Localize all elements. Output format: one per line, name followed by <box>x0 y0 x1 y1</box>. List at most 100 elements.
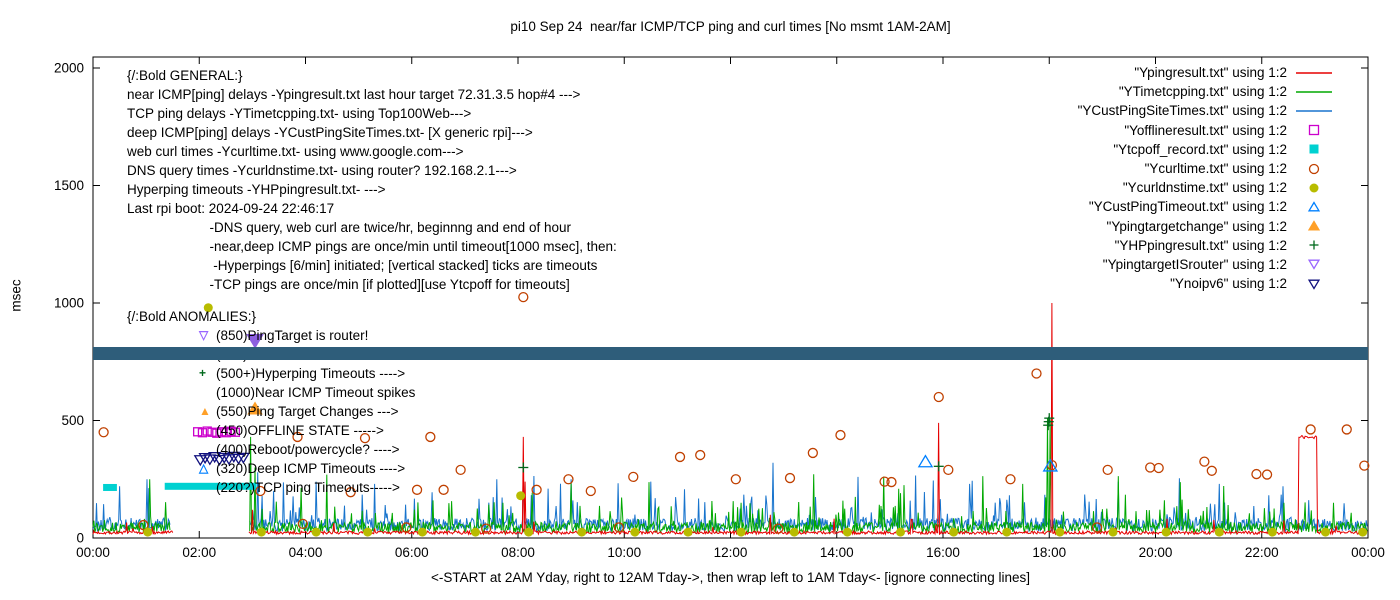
anomaly-marker-glyph: ▽ <box>199 328 209 342</box>
y-tick-label: 0 <box>76 531 84 546</box>
y-axis-label: msec <box>8 279 24 312</box>
legend-marker-line <box>1296 110 1332 112</box>
legend-label: "Ycurldnstime.txt" using 1:2 <box>1122 180 1287 196</box>
anomaly-note-line: (220?)TCP ping Timeouts-----> <box>199 478 415 497</box>
general-note-line: -near,deep ICMP pings are once/min until… <box>127 239 617 254</box>
general-note-line: Last rpi boot: 2024-09-24 22:46:17 <box>127 201 335 216</box>
legend-marker-circle-filled <box>1309 183 1319 193</box>
general-note-line: -TCP pings are once/min [if plotted][use… <box>127 277 570 292</box>
legend-marker-tri-down-open <box>1307 279 1321 290</box>
x-tick-label: 14:00 <box>820 545 854 560</box>
x-tick-label: 12:00 <box>714 545 748 560</box>
scatter-Yofflineresult <box>193 426 241 438</box>
legend-item: "YCustPingSiteTimes.txt" using 1:2 <box>1078 101 1334 120</box>
legend-label: "YTimetcpping.txt" using 1:2 <box>1118 84 1287 100</box>
x-tick-label: 00:00 <box>1351 545 1385 560</box>
anomaly-note-text: (220?)TCP ping Timeouts-----> <box>216 480 400 495</box>
legend-label: "Ypingresult.txt" using 1:2 <box>1134 65 1287 81</box>
x-tick-label: 16:00 <box>926 545 960 560</box>
series-Ytcpoff_record <box>164 482 257 490</box>
legend-label: "Yofflineresult.txt" using 1:2 <box>1124 122 1287 138</box>
anomaly-note-text: (1000)Near ICMP Timeout spikes <box>216 385 416 400</box>
legend-item: "Yofflineresult.txt" using 1:2 <box>1078 121 1334 140</box>
legend-marker-square-filled <box>1309 144 1319 154</box>
legend-marker-circle-open <box>1308 163 1320 174</box>
general-note-line: DNS query times -Ycurldnstime.txt- using… <box>127 163 517 178</box>
series-Ypingresult <box>92 302 1368 536</box>
legend-label: "Ypingtargetchange" using 1:2 <box>1106 218 1287 234</box>
legend: "Ypingresult.txt" using 1:2 "YTimetcpping… <box>1078 63 1334 293</box>
anomaly-note-line: (400)Reboot/powercycle? ----> <box>199 440 415 459</box>
chart-title: pi10 Sep 24 near/far ICMP/TCP ping and c… <box>510 19 951 34</box>
legend-marker-line <box>1296 71 1332 74</box>
series-Ytcpoff_record <box>103 483 117 491</box>
no-ipv6-band <box>93 347 1368 360</box>
general-annotation-block: {/:Bold GENERAL:} near ICMP[ping] delays … <box>127 66 617 294</box>
y-tick-label: 2000 <box>54 61 84 76</box>
legend-item: "Ytcpoff_record.txt" using 1:2 <box>1078 140 1334 159</box>
general-note-line: Hyperping timeouts -YHPpingresult.txt- -… <box>127 182 386 197</box>
legend-label: "Ycurltime.txt" using 1:2 <box>1144 161 1287 177</box>
x-tick-label: 18:00 <box>1032 545 1066 560</box>
general-note-line: deep ICMP[ping] delays -YCustPingSiteTim… <box>127 125 533 140</box>
scatter-Ypingtargetchange <box>247 401 263 415</box>
scatter-YpingtargetISrouter <box>246 333 264 349</box>
anomalies-annotation-block: {/:Bold ANOMALIES:} ▽ (850)PingTarget is r… <box>127 307 415 497</box>
scatter-Ycurldnstime <box>143 303 1368 537</box>
legend-item: "YHPpingresult.txt" using 1:2 <box>1078 236 1334 255</box>
x-tick-label: 08:00 <box>501 545 535 560</box>
x-tick-label: 10:00 <box>607 545 641 560</box>
legend-item: "Ynoipv6" using 1:2 <box>1078 274 1334 293</box>
anomaly-note-text: (500+)Hyperping Timeouts ----> <box>216 366 406 381</box>
legend-item: "YpingtargetISrouter" using 1:2 <box>1078 255 1334 274</box>
anomaly-note-line: ▲ (550)Ping Target Changes ---> <box>199 402 415 421</box>
series-YTimetcpping <box>92 418 1368 535</box>
anomaly-marker-spacer <box>199 478 216 497</box>
anomaly-note-line: (450)OFFLINE STATE -----> <box>199 421 415 440</box>
anomaly-note-line: (1000)Near ICMP Timeout spikes <box>199 383 415 402</box>
x-tick-label: 04:00 <box>289 545 323 560</box>
legend-label: "YHPpingresult.txt" using 1:2 <box>1114 237 1287 253</box>
general-note-line: -DNS query, web curl are twice/hr, begin… <box>127 220 571 235</box>
legend-label: "YCustPingSiteTimes.txt" using 1:2 <box>1077 103 1287 119</box>
legend-marker-plus <box>1309 240 1319 250</box>
anomaly-note-text: {/:Bold ANOMALIES:} <box>127 309 257 324</box>
legend-label: "YpingtargetISrouter" using 1:2 <box>1102 256 1287 272</box>
x-tick-label: 02:00 <box>182 545 216 560</box>
legend-item: "Ycurltime.txt" using 1:2 <box>1078 159 1334 178</box>
anomaly-marker-spacer <box>199 440 216 459</box>
legend-item: "Ypingresult.txt" using 1:2 <box>1078 63 1334 82</box>
anomaly-note-line: ▽ (850)PingTarget is router! <box>199 326 415 345</box>
legend-marker-tri-up-open <box>1307 201 1321 212</box>
scatter-Ynoipv6_reboot_cluster <box>193 451 250 467</box>
general-note-line: near ICMP[ping] delays -Ypingresult.txt … <box>127 87 581 102</box>
anomaly-note-text: (400)Reboot/powercycle? ----> <box>216 442 400 457</box>
scatter-Ycurltime <box>98 291 1370 534</box>
legend-marker-tri-down-open <box>1307 259 1321 271</box>
general-note-line: TCP ping delays -YTimetcpping.txt- using… <box>127 106 472 121</box>
scatter-YHPpingresult <box>518 413 1055 473</box>
legend-label: "YCustPingTimeout.txt" using 1:2 <box>1088 199 1287 215</box>
y-tick-label: 500 <box>61 413 84 428</box>
anomaly-marker-spacer <box>199 383 216 402</box>
x-tick-label: 22:00 <box>1245 545 1279 560</box>
x-tick-label: 00:00 <box>76 545 110 560</box>
x-tick-label: 20:00 <box>1139 545 1173 560</box>
legend-item: "YCustPingTimeout.txt" using 1:2 <box>1078 197 1334 216</box>
anomaly-note-text: (550)Ping Target Changes ---> <box>216 404 399 419</box>
general-note-line: {/:Bold GENERAL:} <box>127 68 243 83</box>
legend-item: "Ypingtargetchange" using 1:2 <box>1078 217 1334 236</box>
legend-item: "Ycurldnstime.txt" using 1:2 <box>1078 178 1334 197</box>
general-note-line: -Hyperpings [6/min] initiated; [vertical… <box>127 258 598 273</box>
legend-marker-tri-up-filled <box>1307 220 1321 231</box>
scatter-YCustPingTimeout <box>917 454 1059 472</box>
anomaly-marker-glyph: ▲ <box>199 404 211 418</box>
x-tick-label: 06:00 <box>395 545 429 560</box>
anomaly-note-text: (320)Deep ICMP Timeouts ----> <box>216 461 406 476</box>
legend-item: "YTimetcpping.txt" using 1:2 <box>1078 82 1334 101</box>
y-tick-label: 1000 <box>54 296 84 311</box>
y-tick-label: 1500 <box>54 178 84 193</box>
general-note-line: web curl times -Ycurltime.txt- using www… <box>127 144 464 159</box>
